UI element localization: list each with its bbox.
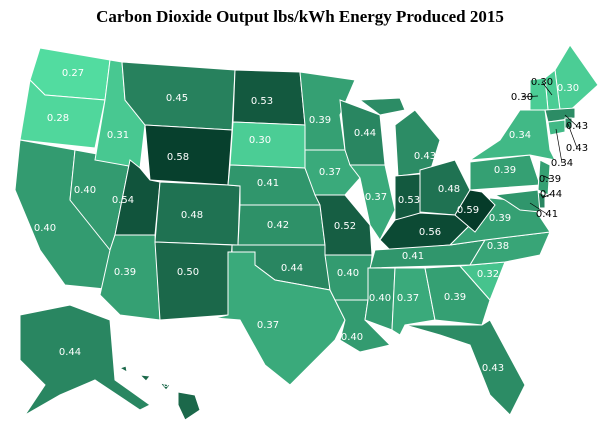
state-value: 0.43 bbox=[414, 151, 436, 162]
state-value: 0.44 bbox=[281, 263, 303, 274]
state-value: 0.28 bbox=[47, 113, 69, 124]
state-value: 0.34 bbox=[509, 130, 531, 141]
state-value: 0.59 bbox=[457, 205, 479, 216]
leader-line bbox=[521, 95, 539, 98]
state-value: 0.34 bbox=[551, 158, 573, 169]
state-value: 0.53 bbox=[251, 96, 273, 107]
labels: 0.27 0.28 0.40 0.40 0.31 0.45 0.58 0.54 0.39 0.48… bbox=[34, 68, 588, 390]
state-value: 0.40 bbox=[369, 293, 391, 304]
leader-line bbox=[541, 193, 552, 199]
state-value: 0.39 bbox=[489, 213, 511, 224]
leader-line bbox=[555, 128, 563, 164]
leader-line bbox=[529, 202, 548, 215]
state-value: 0.39 bbox=[539, 174, 561, 185]
state-value: 0.53 bbox=[398, 195, 420, 206]
state-value: 0.44 bbox=[354, 128, 376, 139]
state-value: 0.56 bbox=[419, 227, 441, 238]
state bbox=[154, 241, 233, 321]
state bbox=[454, 189, 496, 233]
state-value: 0.48 bbox=[181, 210, 203, 221]
state-value: 0.40 bbox=[341, 332, 363, 343]
state-value: 0.39 bbox=[309, 115, 331, 126]
state-value: 0.40 bbox=[74, 185, 96, 196]
leader-line bbox=[541, 81, 553, 96]
state bbox=[469, 109, 556, 161]
state-value: 0.30 bbox=[511, 92, 533, 103]
state-value: 0.41 bbox=[257, 178, 279, 189]
state-value: 0.37 bbox=[319, 167, 341, 178]
state-value: 0.37 bbox=[257, 320, 279, 331]
state bbox=[493, 189, 541, 213]
state bbox=[118, 365, 201, 421]
state-value: 0.41 bbox=[536, 209, 558, 220]
state-value: 0.48 bbox=[438, 184, 460, 195]
state-value: 0.42 bbox=[267, 220, 289, 231]
state-value: 0.50 bbox=[147, 379, 169, 390]
state bbox=[214, 251, 346, 386]
state-value: 0.50 bbox=[177, 267, 199, 278]
state bbox=[404, 319, 526, 416]
states bbox=[14, 44, 599, 421]
state-value: 0.39 bbox=[114, 267, 136, 278]
state-value: 0.40 bbox=[337, 268, 359, 279]
map-title: Carbon Dioxide Output lbs/kWh Energy Pro… bbox=[96, 7, 504, 26]
state bbox=[547, 119, 566, 136]
state bbox=[358, 97, 441, 177]
state-value: 0.39 bbox=[494, 165, 516, 176]
state-value: 0.30 bbox=[249, 135, 271, 146]
leader-line bbox=[567, 123, 578, 149]
state-value: 0.27 bbox=[62, 68, 84, 79]
state-value: 0.44 bbox=[59, 347, 81, 358]
state-value: 0.31 bbox=[107, 130, 129, 141]
leader-line bbox=[543, 175, 551, 180]
state-value: 0.30 bbox=[531, 77, 553, 88]
state-value: 0.43 bbox=[482, 363, 504, 374]
state bbox=[424, 265, 491, 326]
state bbox=[469, 231, 551, 266]
state bbox=[19, 78, 106, 149]
state-value: 0.52 bbox=[334, 221, 356, 232]
state-value: 0.58 bbox=[167, 152, 189, 163]
state-value: 0.39 bbox=[444, 292, 466, 303]
state-value: 0.43 bbox=[566, 121, 588, 132]
state-value: 0.37 bbox=[365, 192, 387, 203]
state-value: 0.38 bbox=[487, 241, 509, 252]
state-value: 0.30 bbox=[557, 83, 579, 94]
state-value: 0.41 bbox=[402, 251, 424, 262]
state-value: 0.32 bbox=[477, 269, 499, 280]
state-value: 0.40 bbox=[34, 223, 56, 234]
leader-line bbox=[564, 114, 578, 127]
state bbox=[364, 267, 396, 331]
state-value: 0.45 bbox=[166, 93, 188, 104]
state-value: 0.44 bbox=[540, 189, 562, 200]
state bbox=[19, 304, 151, 416]
state-value: 0.54 bbox=[112, 195, 134, 206]
state bbox=[554, 44, 599, 116]
state bbox=[99, 234, 161, 321]
state-value: 0.43 bbox=[566, 143, 588, 154]
state-value: 0.37 bbox=[397, 293, 419, 304]
